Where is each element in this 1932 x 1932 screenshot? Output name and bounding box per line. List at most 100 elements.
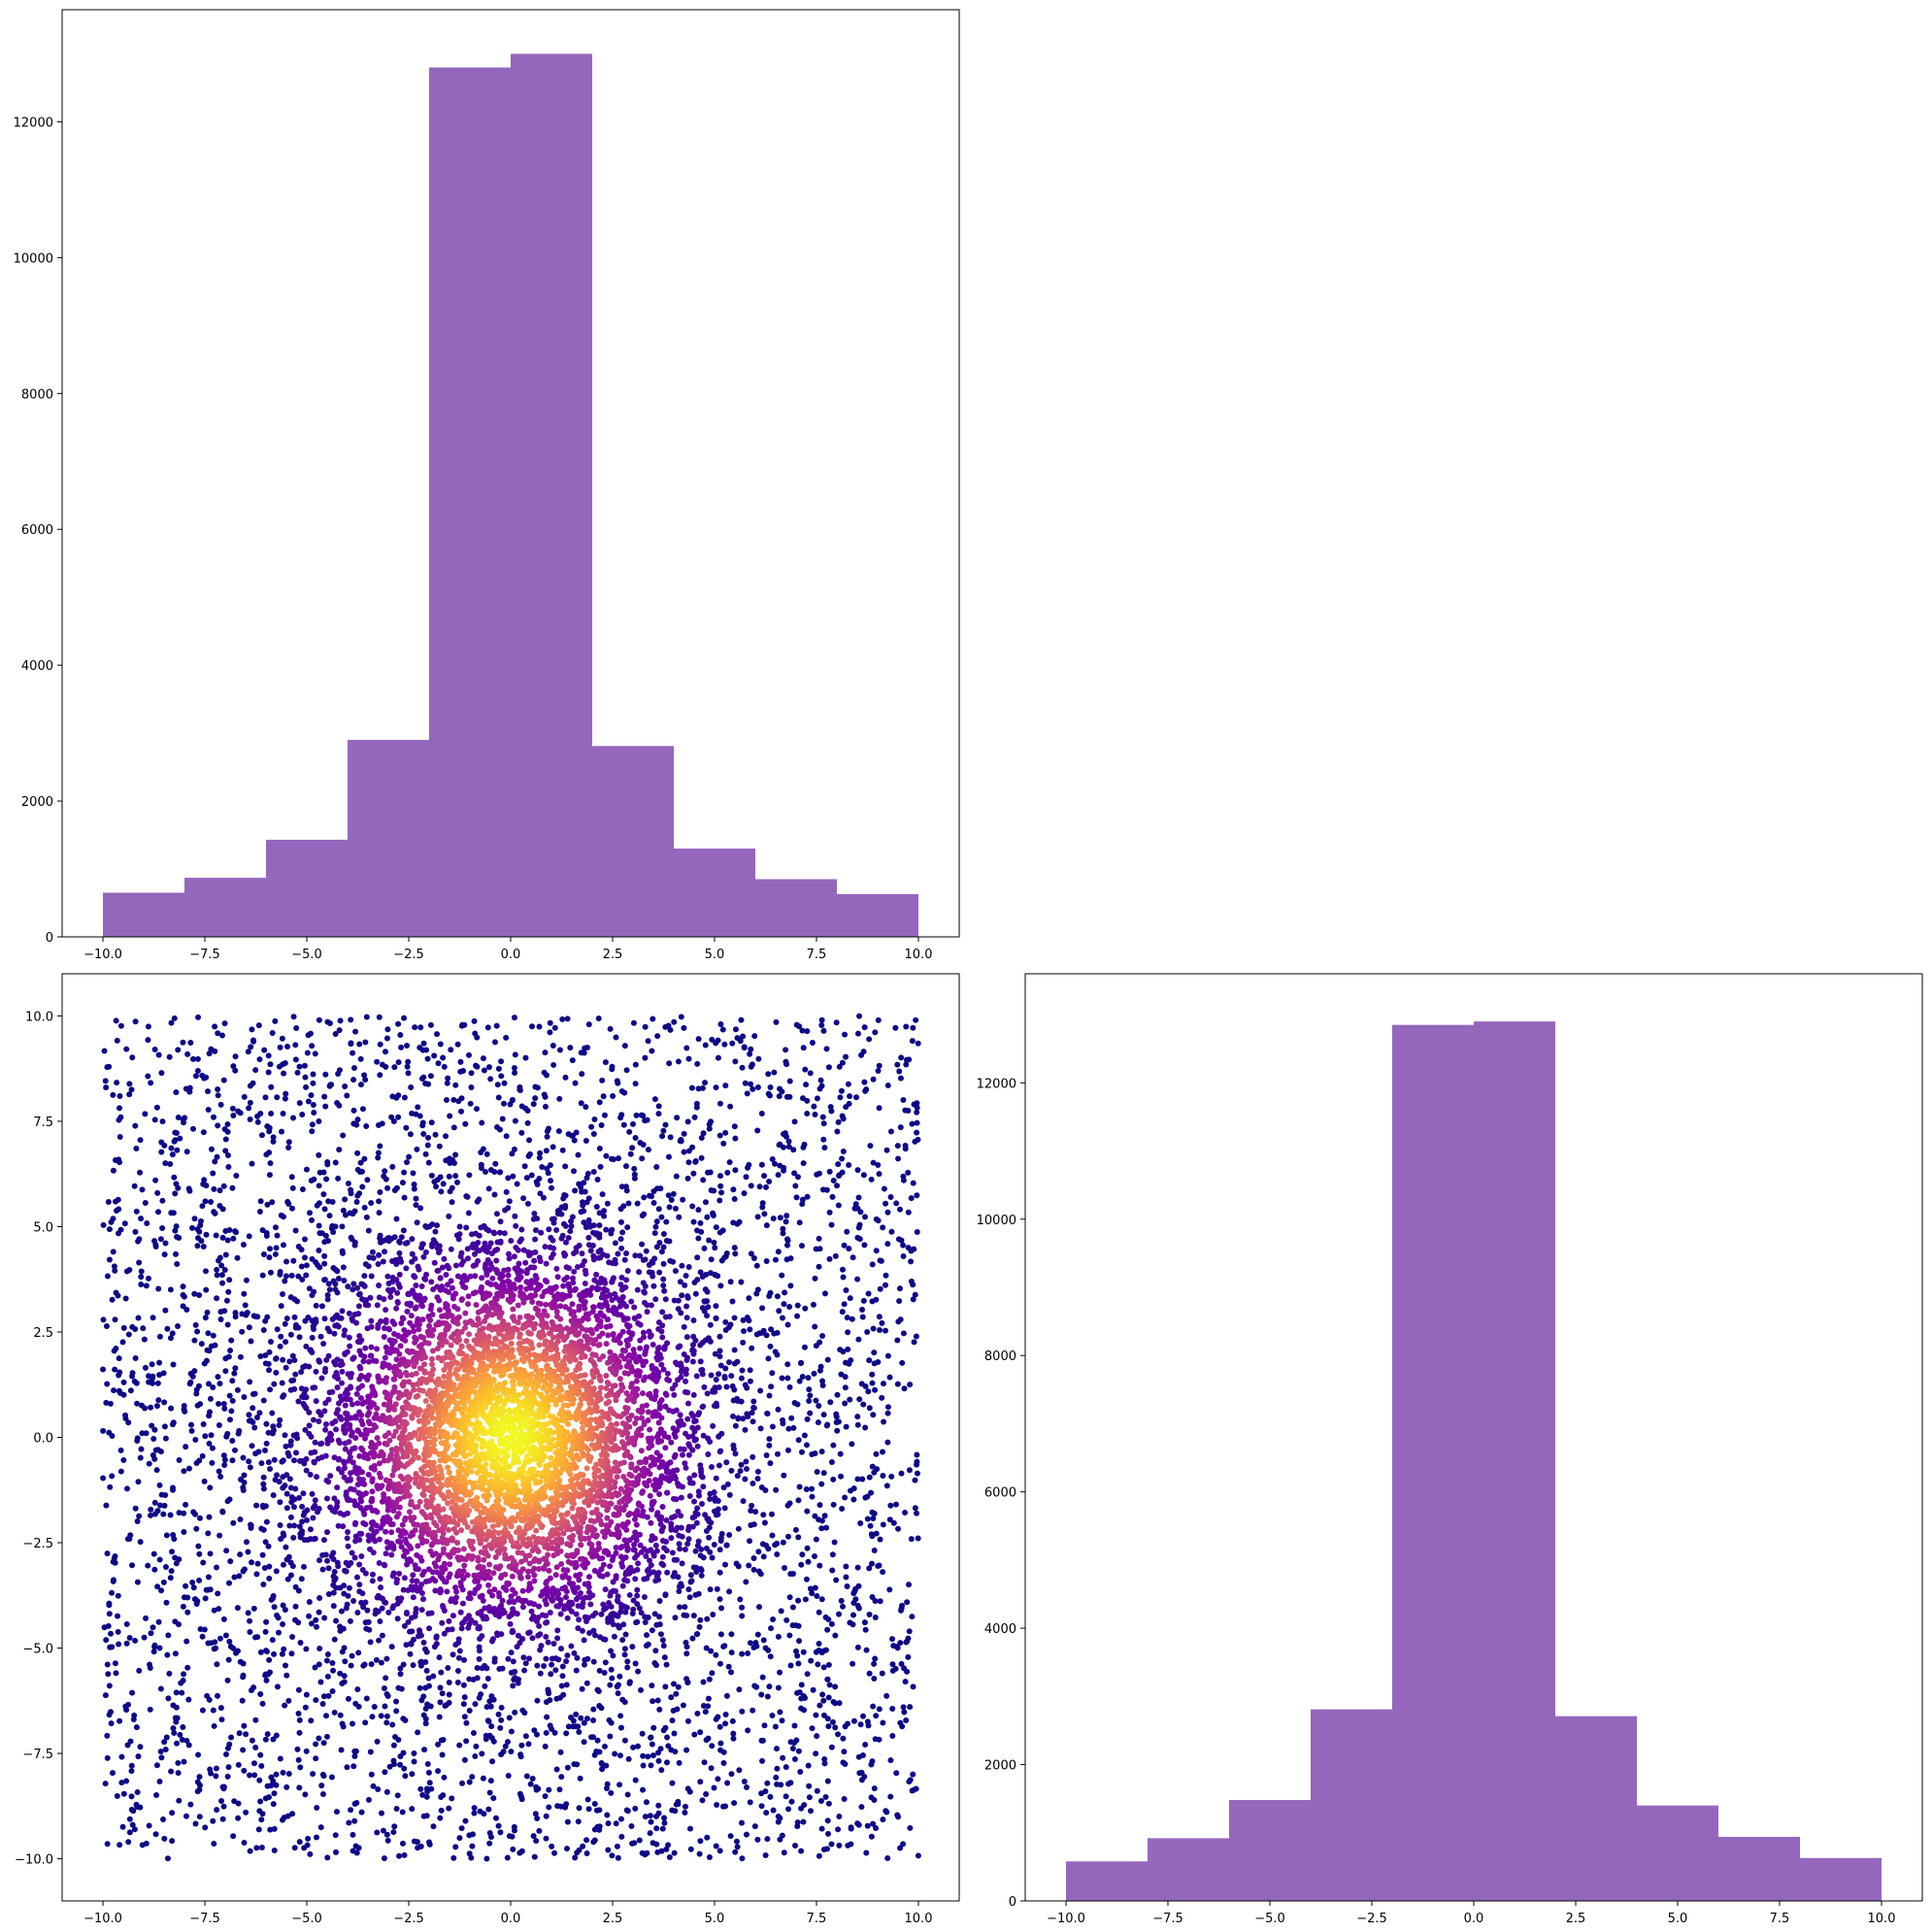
scatter-point: [262, 1503, 269, 1510]
scatter-point: [866, 1612, 873, 1618]
scatter-point: [475, 1240, 482, 1247]
scatter-point: [691, 1731, 698, 1738]
scatter-point: [458, 1261, 465, 1268]
scatter-point: [200, 1421, 207, 1428]
scatter-point: [162, 1747, 169, 1753]
scatter-point: [312, 1497, 318, 1504]
scatter-point: [511, 1064, 517, 1071]
scatter-point: [520, 1654, 527, 1661]
scatter-point: [709, 1036, 716, 1043]
scatter-point: [876, 1314, 883, 1320]
y-tick-label: 12000: [14, 116, 53, 130]
scatter-point: [639, 1213, 646, 1219]
scatter-point: [152, 1177, 159, 1183]
scatter-point: [685, 1055, 692, 1062]
scatter-point: [715, 1776, 721, 1782]
scatter-point: [694, 1443, 701, 1449]
scatter-point: [598, 1611, 605, 1617]
scatter-point: [410, 1594, 416, 1601]
scatter-point: [843, 1563, 849, 1570]
scatter-point: [404, 1042, 411, 1049]
scatter-point: [900, 1841, 907, 1848]
scatter-point: [267, 1160, 274, 1167]
scatter-point: [788, 1415, 795, 1421]
scatter-point: [887, 1128, 894, 1135]
scatter-point: [232, 1067, 239, 1074]
scatter-point: [539, 1612, 546, 1618]
scatter-point: [304, 1507, 311, 1514]
scatter-point: [317, 1679, 324, 1685]
scatter-point: [456, 1835, 463, 1842]
scatter-point: [299, 1518, 306, 1525]
scatter-point: [123, 1778, 130, 1784]
scatter-point: [280, 1356, 286, 1363]
scatter-point: [460, 1701, 467, 1708]
scatter-point: [344, 1510, 350, 1516]
scatter-point: [730, 1186, 737, 1193]
scatter-point: [663, 1516, 670, 1523]
scatter-point: [468, 1070, 475, 1077]
scatter-point: [583, 1715, 590, 1722]
scatter-point: [815, 1419, 821, 1426]
scatter-point: [764, 1836, 771, 1843]
scatter-point: [266, 1246, 273, 1252]
scatter-point: [425, 1134, 432, 1141]
scatter-point: [608, 1612, 615, 1618]
scatter-point: [236, 1427, 243, 1434]
scatter-point: [687, 1572, 694, 1579]
scatter-point: [235, 1800, 242, 1807]
scatter-point: [711, 1508, 717, 1515]
scatter-point: [685, 1159, 692, 1166]
scatter-point: [793, 1648, 800, 1654]
scatter-point: [368, 1525, 375, 1532]
scatter-point: [667, 1134, 674, 1141]
scatter-point: [397, 1671, 404, 1678]
scatter-point: [245, 1549, 251, 1555]
scatter-point: [612, 1310, 618, 1316]
scatter-point: [343, 1568, 350, 1575]
scatter-point: [258, 1460, 265, 1467]
scatter-point: [872, 1736, 879, 1743]
scatter-point: [620, 1621, 627, 1628]
scatter-point: [303, 1691, 310, 1698]
scatter-point: [472, 1273, 479, 1280]
scatter-point: [754, 1475, 761, 1482]
scatter-point: [371, 1703, 378, 1710]
scatter-point: [254, 1314, 261, 1320]
scatter-point: [432, 1228, 439, 1235]
scatter-point: [554, 1211, 561, 1217]
scatter-point: [459, 1600, 466, 1607]
scatter-point: [697, 1779, 704, 1785]
scatter-point: [484, 1676, 491, 1682]
scatter-point: [137, 1137, 144, 1144]
scatter-point: [303, 1405, 310, 1412]
scatter-point: [639, 1155, 646, 1162]
scatter-point: [780, 1131, 786, 1138]
scatter-point: [281, 1070, 287, 1077]
scatter-point: [884, 1404, 891, 1411]
scatter-point: [283, 1490, 290, 1497]
scatter-point: [681, 1149, 687, 1155]
scatter-point: [546, 1804, 552, 1811]
scatter-point: [868, 1531, 875, 1538]
scatter-point: [141, 1336, 148, 1343]
scatter-point: [617, 1713, 624, 1719]
scatter-point: [804, 1508, 811, 1515]
scatter-point: [325, 1692, 332, 1699]
scatter-point: [425, 1769, 432, 1776]
scatter-point: [309, 1490, 316, 1497]
scatter-point: [403, 1265, 410, 1272]
scatter-point: [425, 1081, 432, 1087]
scatter-point: [638, 1112, 645, 1118]
scatter-point: [295, 1686, 302, 1693]
scatter-point: [784, 1237, 791, 1244]
scatter-point: [350, 1065, 357, 1072]
scatter-point: [883, 1808, 889, 1815]
scatter-point: [884, 1209, 891, 1216]
scatter-point: [902, 1107, 909, 1114]
scatter-point: [225, 1163, 232, 1170]
scatter-point: [495, 1065, 502, 1072]
scatter-point: [769, 1423, 776, 1430]
scatter-point: [847, 1396, 853, 1403]
scatter-point: [106, 1682, 113, 1689]
